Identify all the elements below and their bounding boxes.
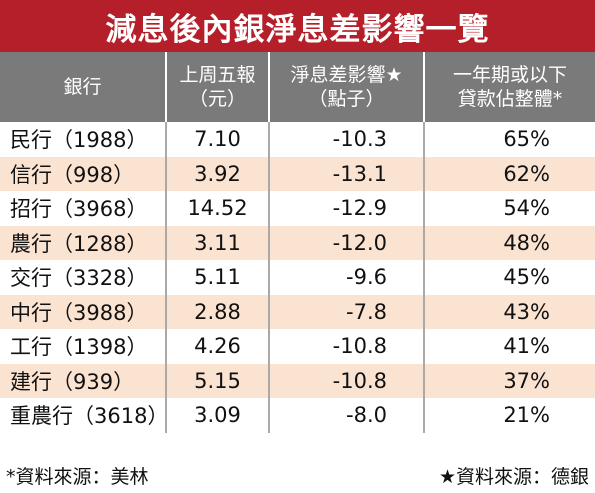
header-impact-line2: （點子）: [308, 88, 385, 110]
impact-cell: -12.9: [268, 191, 424, 226]
bank-cell: 重農行（3618）: [0, 398, 168, 433]
impact-cell: -12.0: [268, 225, 424, 260]
price-cell: 3.09: [165, 398, 269, 433]
impact-cell: -7.8: [268, 294, 424, 329]
table-row: 招行（3968） 14.52 -12.9 54%: [0, 191, 595, 226]
share-cell: 48%: [423, 225, 595, 260]
data-table: 銀行 上周五報 （元） 淨息差影響★ （點子） 一年期或以下 貸款佔整體* 民行…: [0, 52, 595, 433]
share-cell: 37%: [423, 363, 595, 398]
bank-cell: 農行（1288）: [0, 225, 166, 260]
source-footer: *資料來源：美林 ★資料來源：德銀: [0, 457, 595, 493]
table-row: 重農行（3618） 3.09 -8.0 21%: [0, 398, 595, 433]
price-cell: 5.11: [165, 260, 269, 295]
page-title: 減息後內銀淨息差影響一覽: [0, 0, 595, 52]
impact-cell: -13.1: [268, 156, 424, 191]
header-impact: 淨息差影響★ （點子）: [268, 52, 424, 122]
impact-cell: -8.0: [268, 398, 424, 433]
header-share-line2: 貸款佔整體*: [457, 88, 563, 110]
table-row: 信行（998） 3.92 -13.1 62%: [0, 156, 595, 191]
share-cell: 43%: [423, 294, 595, 329]
table-body: 民行（1988） 7.10 -10.3 65% 信行（998） 3.92 -13…: [0, 122, 595, 433]
bank-cell: 交行（3328）: [0, 260, 166, 295]
table-row: 農行（1288） 3.11 -12.0 48%: [0, 225, 595, 260]
header-share: 一年期或以下 貸款佔整體*: [423, 52, 595, 122]
share-cell: 62%: [423, 156, 595, 191]
table-row: 工行（1398） 4.26 -10.8 41%: [0, 329, 595, 364]
bank-cell: 建行（939）: [0, 363, 166, 398]
table-row: 中行（3988） 2.88 -7.8 43%: [0, 294, 595, 329]
header-impact-line1: 淨息差影響★: [290, 64, 403, 86]
source-note-right: ★資料來源：德銀: [438, 465, 589, 488]
header-bank-label: 銀行: [63, 76, 102, 98]
share-cell: 45%: [423, 260, 595, 295]
price-cell: 7.10: [165, 122, 269, 157]
price-cell: 4.26: [165, 329, 269, 364]
header-share-line1: 一年期或以下: [452, 64, 567, 86]
header-price-line2: （元）: [188, 88, 246, 110]
bank-cell: 民行（1988）: [0, 122, 166, 157]
table-row: 建行（939） 5.15 -10.8 37%: [0, 363, 595, 398]
table-header: 銀行 上周五報 （元） 淨息差影響★ （點子） 一年期或以下 貸款佔整體*: [0, 52, 595, 122]
share-cell: 54%: [423, 191, 595, 226]
impact-cell: -10.3: [268, 122, 424, 157]
table-row: 交行（3328） 5.11 -9.6 45%: [0, 260, 595, 295]
share-cell: 21%: [423, 398, 595, 433]
impact-cell: -10.8: [268, 329, 424, 364]
header-bank: 銀行: [0, 52, 166, 122]
share-cell: 65%: [423, 122, 595, 157]
price-cell: 3.11: [165, 225, 269, 260]
header-price: 上周五報 （元）: [165, 52, 269, 122]
bank-cell: 招行（3968）: [0, 191, 166, 226]
impact-cell: -10.8: [268, 363, 424, 398]
price-cell: 3.92: [165, 156, 269, 191]
price-cell: 5.15: [165, 363, 269, 398]
price-cell: 14.52: [165, 191, 269, 226]
share-cell: 41%: [423, 329, 595, 364]
bank-cell: 工行（1398）: [0, 329, 166, 364]
impact-cell: -9.6: [268, 260, 424, 295]
header-price-line1: 上周五報: [179, 64, 256, 86]
source-note-left: *資料來源：美林: [6, 465, 149, 488]
price-cell: 2.88: [165, 294, 269, 329]
bank-cell: 信行（998）: [0, 156, 166, 191]
bank-cell: 中行（3988）: [0, 294, 166, 329]
table-row: 民行（1988） 7.10 -10.3 65%: [0, 122, 595, 157]
